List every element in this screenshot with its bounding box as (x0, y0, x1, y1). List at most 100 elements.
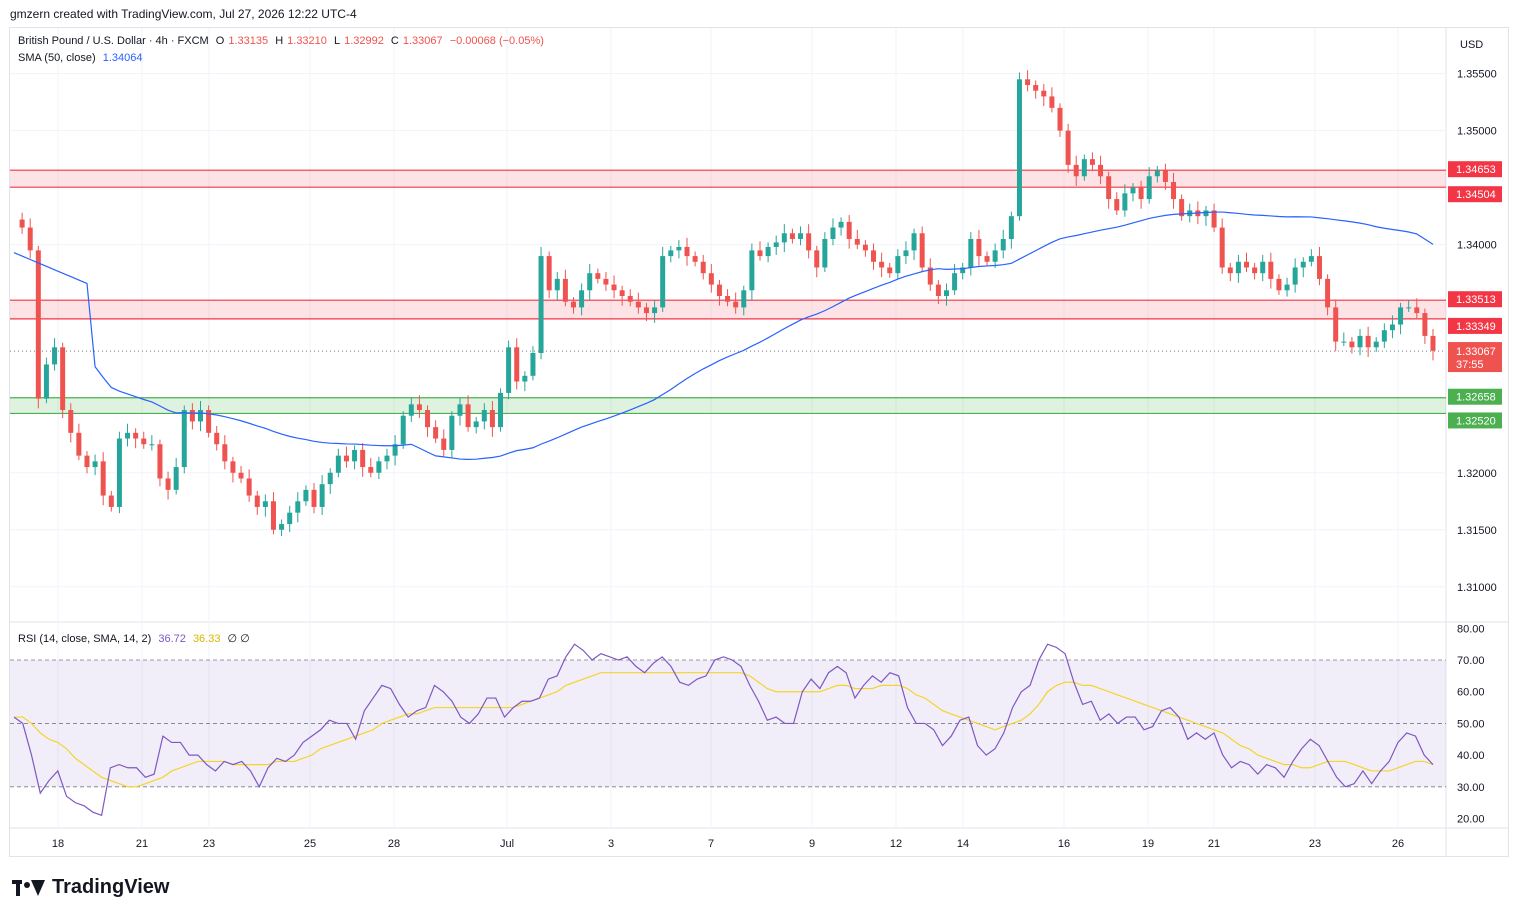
candle-body (830, 227, 836, 239)
zone-price-tag (1448, 291, 1502, 308)
candle-body (668, 250, 674, 257)
candle-body (1146, 176, 1152, 200)
candle-body (133, 432, 139, 439)
candle-body (911, 233, 917, 251)
candle-body (425, 410, 431, 428)
candle-body (1414, 307, 1420, 314)
candle-body (968, 238, 974, 268)
candle-body (238, 472, 244, 479)
candle-body (1065, 130, 1071, 165)
zone-price-tag-label: 1.33513 (1456, 294, 1496, 306)
time-tick-label: 3 (608, 838, 614, 850)
candle-body (506, 347, 512, 393)
candle-body (1357, 335, 1363, 348)
candle-body (652, 307, 658, 314)
candle-body (1333, 307, 1339, 342)
candle-body (76, 432, 82, 456)
time-tick-label: 26 (1392, 838, 1404, 850)
candle-body (1268, 261, 1274, 279)
candle-body (270, 501, 276, 530)
candle-body (35, 250, 41, 399)
candle-body (757, 250, 763, 257)
price-legend: British Pound / U.S. Dollar · 4h · FXCM … (18, 35, 548, 47)
candle-body (627, 295, 633, 302)
candle-body (1033, 85, 1039, 91)
candle-body (303, 489, 309, 502)
candle-body (919, 233, 925, 268)
chart-credit-note: gmzern created with TradingView.com, Jul… (10, 7, 357, 21)
candle-body (1049, 96, 1055, 108)
candle-body (441, 438, 447, 450)
candle-body (814, 250, 820, 268)
candle-body (457, 404, 463, 416)
candle-body (1235, 261, 1241, 274)
candle-body (570, 301, 576, 308)
candle-body (660, 256, 666, 308)
candle-body (1211, 210, 1217, 228)
zone-price-tag (1448, 161, 1502, 178)
candle-body (262, 501, 268, 507)
candle-body (879, 261, 885, 268)
candle-body (643, 307, 649, 314)
high-value: 1.33210 (287, 35, 327, 47)
candle-body (1000, 238, 1006, 251)
candle-body (1179, 199, 1185, 217)
candle-body (181, 410, 187, 468)
candle-body (1308, 256, 1314, 262)
candle-body (100, 461, 106, 496)
candle-body (206, 410, 212, 433)
candle-body (1260, 261, 1266, 274)
time-tick-label: 16 (1058, 838, 1070, 850)
currency-label: USD (1460, 39, 1483, 51)
candle-body (400, 415, 406, 445)
candle-body (335, 455, 341, 473)
candle-body (1244, 261, 1250, 268)
candle-body (725, 295, 731, 302)
candle-body (952, 273, 958, 291)
time-tick-label: 9 (809, 838, 815, 850)
candle-body (854, 238, 860, 245)
sma-label: SMA (50, close) (18, 52, 96, 64)
candle-body (1252, 267, 1258, 274)
sma-legend: SMA (50, close) 1.34064 (18, 52, 146, 64)
candle-body (943, 290, 949, 296)
candle-body (125, 432, 131, 439)
candle-body (141, 438, 147, 445)
candle-body (1008, 216, 1014, 239)
candle-body (214, 432, 220, 445)
candle-body (1073, 164, 1079, 177)
candle-body (1422, 313, 1428, 336)
candle-body (1089, 159, 1095, 165)
price-tick-label: 1.35000 (1457, 126, 1497, 138)
candle-body (611, 284, 617, 291)
candle-body (1373, 341, 1379, 348)
time-tick-label: 23 (203, 838, 215, 850)
candle-body (700, 261, 706, 274)
rsi-sma-value: 36.33 (192, 633, 221, 645)
rsi-tick-label: 30.00 (1457, 782, 1485, 794)
zone-price-tag-label: 1.33349 (1456, 321, 1496, 333)
candle-body (587, 273, 593, 291)
tradingview-brand: TradingView (12, 876, 169, 899)
rsi-tick-label: 70.00 (1457, 655, 1485, 667)
candle-body (189, 410, 195, 422)
candle-body (1057, 107, 1063, 131)
candle-body (352, 449, 358, 462)
open-label: O (215, 35, 225, 47)
candle-body (1162, 170, 1168, 182)
candle-body (927, 267, 933, 285)
candle-body (1398, 307, 1404, 325)
rsi-tick-label: 80.00 (1457, 623, 1485, 635)
candle-body (116, 438, 122, 507)
candle-body (708, 273, 714, 285)
candle-body (1219, 227, 1225, 268)
resistance-zone (10, 170, 1446, 188)
candle-body (279, 524, 285, 530)
last-price-tag-label: 1.33067 (1456, 346, 1496, 358)
candle-body (741, 290, 747, 308)
change-value: −0.00068 (−0.05%) (449, 35, 544, 47)
candle-body (862, 244, 868, 251)
symbol-label: British Pound / U.S. Dollar · 4h · FXCM (18, 35, 209, 47)
candle-body (984, 256, 990, 262)
